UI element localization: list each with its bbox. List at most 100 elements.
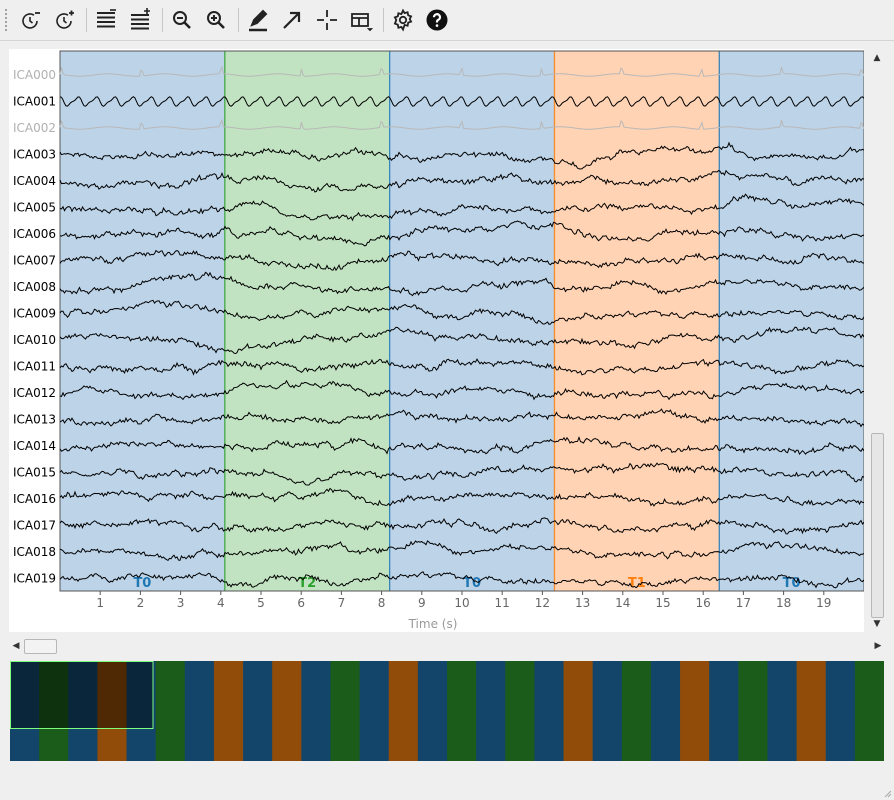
- channel-label[interactable]: ICA006: [13, 227, 56, 241]
- raw-data-browser[interactable]: T0 T2 T0 T1 T0 ICA000 ICA001 ICA002 ICA003 ICA00…: [9, 49, 864, 632]
- channel-trace[interactable]: [59, 326, 864, 355]
- settings-button[interactable]: [388, 5, 418, 35]
- annotation-mode-button[interactable]: [243, 5, 273, 35]
- annotation-mode-icon: [249, 9, 268, 32]
- decrease-duration-button[interactable]: [15, 5, 45, 35]
- channel-label[interactable]: ICA000: [13, 68, 56, 82]
- overview-segment-t0: [359, 661, 390, 761]
- time-scrollbar[interactable]: ◀ ▶: [9, 638, 885, 654]
- channel-trace[interactable]: [59, 193, 864, 222]
- channel-label[interactable]: ICA011: [13, 360, 56, 374]
- zoom-out-button[interactable]: [167, 5, 197, 35]
- channel-label[interactable]: ICA001: [13, 95, 56, 109]
- channel-trace[interactable]: [59, 435, 864, 456]
- annotation-label: T0: [783, 576, 801, 591]
- toolbar-grip[interactable]: [4, 8, 8, 32]
- toolbar-separator: [383, 8, 384, 32]
- channel-plot[interactable]: T0 T2 T0 T1 T0 ICA000ICA001ICA002ICA003ICA00…: [9, 49, 864, 632]
- annotation-span-t2[interactable]: [224, 51, 390, 591]
- overview-segment-t1: [213, 661, 244, 761]
- overview-segment-t0: [243, 661, 273, 761]
- channel-label[interactable]: ICA013: [13, 413, 56, 427]
- channel-trace[interactable]: [59, 462, 864, 486]
- projectors-button[interactable]: [346, 5, 376, 35]
- channel-label[interactable]: ICA009: [13, 307, 56, 321]
- channel-trace[interactable]: [59, 96, 864, 107]
- overview-segment-t2: [738, 661, 768, 761]
- overview-segment-t0: [592, 661, 623, 761]
- time-tick-label: 4: [217, 596, 225, 610]
- channel-trace[interactable]: [59, 571, 864, 589]
- time-tick-label: 17: [736, 596, 751, 610]
- annotation-label: T0: [133, 576, 151, 591]
- channel-label[interactable]: ICA007: [13, 254, 56, 268]
- channel-trace[interactable]: [59, 517, 864, 535]
- crosshair-button[interactable]: [312, 5, 342, 35]
- channel-label[interactable]: ICA014: [13, 439, 56, 453]
- more-channels-button[interactable]: [125, 5, 155, 35]
- time-tick-label: 18: [776, 596, 791, 610]
- fewer-channels-button[interactable]: [91, 5, 121, 35]
- time-scroll-thumb[interactable]: [24, 639, 57, 654]
- scroll-right-icon[interactable]: ▶: [874, 641, 882, 651]
- channel-scroll-thumb[interactable]: [871, 433, 884, 618]
- increase-duration-button[interactable]: [49, 5, 79, 35]
- annotation-span-t0[interactable]: [60, 51, 225, 591]
- overview-segment-t0: [126, 661, 157, 761]
- channel-trace[interactable]: [59, 299, 864, 325]
- channel-trace[interactable]: [59, 271, 864, 297]
- zoom-in-icon: [207, 11, 225, 29]
- overview-segment-t1: [388, 661, 419, 761]
- channel-label[interactable]: ICA010: [13, 333, 56, 347]
- add-annotation-button[interactable]: [277, 5, 307, 35]
- annotation-label: T0: [463, 576, 481, 591]
- resize-grip-icon[interactable]: [882, 788, 892, 798]
- zoom-out-icon: [173, 11, 191, 29]
- channel-trace[interactable]: [59, 65, 864, 77]
- channel-label[interactable]: ICA002: [13, 121, 56, 135]
- overview-segment-t2: [39, 661, 69, 761]
- channel-label[interactable]: ICA017: [13, 519, 56, 533]
- channel-trace[interactable]: [59, 358, 864, 376]
- channel-label[interactable]: ICA005: [13, 201, 56, 215]
- channel-trace[interactable]: [59, 379, 864, 401]
- channel-label[interactable]: ICA018: [13, 545, 56, 559]
- channel-trace[interactable]: [59, 169, 864, 193]
- time-tick-label: 16: [696, 596, 711, 610]
- channel-label[interactable]: ICA008: [13, 280, 56, 294]
- channel-trace[interactable]: [59, 540, 864, 562]
- overview-bar[interactable]: [10, 661, 884, 761]
- channel-label[interactable]: ICA004: [13, 174, 56, 188]
- channel-label[interactable]: ICA015: [13, 466, 56, 480]
- channel-label[interactable]: ICA012: [13, 386, 56, 400]
- annotation-span-t1[interactable]: [554, 51, 720, 591]
- help-button[interactable]: [422, 5, 452, 35]
- channel-label[interactable]: ICA003: [13, 148, 56, 162]
- channel-scrollbar[interactable]: ▲ ▼: [869, 49, 885, 632]
- channel-trace[interactable]: [59, 118, 864, 130]
- time-tick-label: 6: [297, 596, 305, 610]
- increase-duration-icon: [56, 10, 74, 29]
- channel-label[interactable]: ICA016: [13, 492, 56, 506]
- annotation-span-t0[interactable]: [389, 51, 555, 591]
- channel-trace[interactable]: [59, 249, 864, 272]
- time-tick-label: 8: [378, 596, 386, 610]
- overview-segment-t1: [680, 661, 710, 761]
- help-icon: [426, 9, 448, 31]
- scroll-up-icon[interactable]: ▲: [873, 53, 881, 63]
- time-tick-label: 11: [495, 596, 510, 610]
- time-tick-label: 5: [257, 596, 265, 610]
- channel-trace[interactable]: [59, 141, 864, 170]
- overview-segment-t1: [272, 661, 302, 761]
- channel-trace[interactable]: [59, 487, 864, 507]
- overview-segment-t2: [621, 661, 652, 761]
- time-tick-label: 9: [418, 596, 426, 610]
- scroll-down-icon[interactable]: ▼: [873, 619, 881, 629]
- overview-view-window[interactable]: [10, 661, 154, 729]
- zoom-in-button[interactable]: [201, 5, 231, 35]
- channel-label[interactable]: ICA019: [13, 572, 56, 586]
- channel-trace[interactable]: [59, 220, 864, 247]
- scroll-left-icon[interactable]: ◀: [12, 641, 20, 651]
- channel-trace[interactable]: [59, 408, 864, 428]
- annotation-span-t0[interactable]: [719, 51, 864, 591]
